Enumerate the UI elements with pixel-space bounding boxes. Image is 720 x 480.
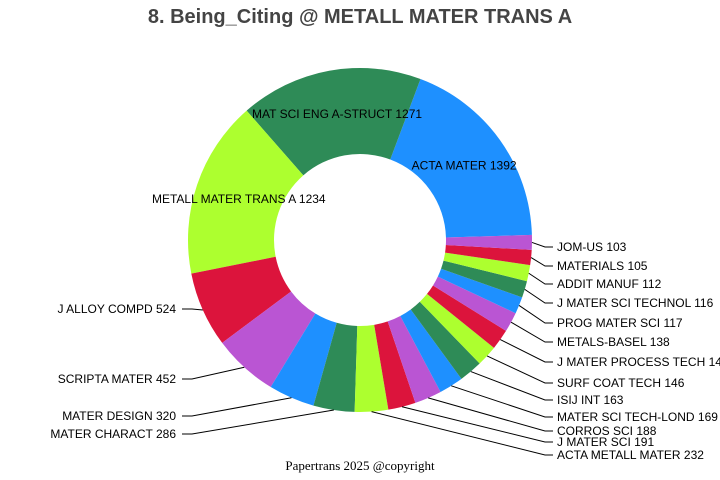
leader-line (182, 366, 245, 380)
slice-label: SURF COAT TECH 146 (557, 376, 685, 390)
copyright-footer: Papertrans 2025 @copyright (285, 458, 435, 473)
slice-metall-mater-trans-a[interactable] (188, 110, 304, 274)
slice-addit-manuf[interactable] (443, 252, 531, 282)
slice-label: MAT SCI ENG A-STRUCT 1271 (252, 107, 422, 121)
slice-j-mater-sci-technol[interactable] (441, 260, 527, 298)
slice-acta-metall-mater[interactable] (354, 324, 389, 412)
slice-scripta-mater[interactable] (222, 291, 316, 388)
slice-label: MATER SCI TECH-LOND 169 (557, 410, 718, 424)
slice-isij-int[interactable] (410, 301, 480, 379)
slice-j-alloy-compd[interactable] (191, 256, 292, 343)
slice-label: ADDIT MANUF 112 (557, 277, 662, 291)
chart-title: 8. Being_Citing @ METALL MATER TRANS A (147, 6, 573, 28)
leader-line (500, 339, 553, 363)
leader-line (528, 272, 553, 285)
slice-label: METALL MATER TRANS A 1234 (152, 192, 326, 206)
leader-line (371, 411, 553, 456)
slice-materials[interactable] (445, 244, 532, 266)
slice-label: ISIJ INT 163 (557, 393, 624, 407)
slice-label: JOM-US 103 (557, 240, 627, 254)
leader-line (451, 385, 553, 418)
slice-mat-sci-eng-a-struct[interactable] (246, 67, 421, 176)
slice-label: J MATER SCI 191 (557, 435, 654, 449)
leader-line (518, 305, 553, 324)
slice-prog-mater-sci[interactable] (437, 268, 523, 314)
leader-line (510, 321, 553, 343)
slice-label: ACTA METALL MATER 232 (557, 448, 704, 462)
slice-mater-sci-tech-lond[interactable] (400, 309, 462, 392)
leader-line (182, 397, 292, 417)
slice-label: J MATER SCI TECHNOL 116 (557, 296, 714, 310)
leader-line (530, 257, 553, 267)
leader-line (470, 371, 553, 401)
slice-corros-sci[interactable] (387, 315, 441, 403)
slice-label: MATER CHARACT 286 (50, 427, 176, 441)
slice-j-mater-process-tech[interactable] (427, 285, 507, 348)
leader-line (182, 308, 203, 311)
slice-label: J MATER PROCESS TECH 14 (557, 355, 720, 369)
leader-line (401, 406, 553, 443)
slice-surf-coat-tech[interactable] (419, 293, 495, 364)
slice-mater-charact[interactable] (313, 322, 358, 412)
slice-j-mater-sci[interactable] (374, 321, 416, 410)
leader-line (182, 409, 334, 435)
slice-label: ACTA MATER 1392 (412, 159, 517, 173)
leader-line (531, 241, 553, 248)
slice-label: METALS-BASEL 138 (557, 335, 670, 349)
leader-line (486, 355, 553, 384)
slice-jom-us[interactable] (445, 234, 532, 250)
slice-label: CORROS SCI 188 (557, 424, 657, 438)
slice-label: J ALLOY COMPD 524 (58, 302, 177, 316)
slice-metals-basel[interactable] (433, 276, 516, 331)
slice-label: PROG MATER SCI 117 (557, 316, 683, 330)
leader-line (524, 288, 553, 304)
slice-acta-mater[interactable] (390, 78, 532, 238)
slice-label: MATERIALS 105 (557, 259, 648, 273)
slice-mater-design[interactable] (270, 313, 337, 406)
slice-label: SCRIPTA MATER 452 (58, 372, 177, 386)
leader-line (428, 397, 553, 432)
slice-label: MATER DESIGN 320 (62, 409, 176, 423)
